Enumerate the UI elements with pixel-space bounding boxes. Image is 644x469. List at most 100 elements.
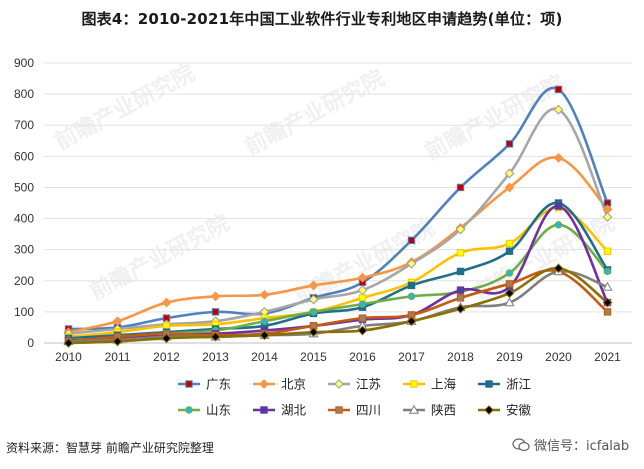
data-point-1-4 [259, 289, 270, 300]
wechat-label: 微信号：icfalab [534, 439, 630, 454]
y-tick-label: 900 [14, 56, 34, 70]
data-point-4-7 [407, 281, 416, 290]
legend-item-0: 广东 [178, 377, 231, 392]
legend-item-4: 浙江 [478, 377, 531, 392]
legend-label: 陕西 [431, 403, 456, 418]
legend-label: 湖北 [281, 403, 307, 418]
legend-marker [335, 406, 343, 414]
x-tick-labels: 2010 2011 2012 2013 2014 2015 2016 2017 2018 2019… [55, 350, 621, 364]
x-tick-label: 2015 [300, 350, 327, 364]
data-point-0-10 [554, 85, 563, 94]
y-tick-label: 400 [14, 212, 34, 226]
legend-marker [484, 405, 494, 415]
legend-item-5: 山东 [178, 403, 231, 418]
legend-label: 江苏 [356, 377, 381, 392]
data-point-9-4 [259, 330, 270, 341]
y-tick-label: 600 [14, 149, 34, 163]
x-tick-label: 2017 [398, 350, 425, 364]
series-lines [68, 86, 609, 345]
data-point-0-7 [407, 236, 416, 245]
data-point-5-10 [554, 221, 563, 229]
watermark-text: 前瞻产业研究院 [86, 210, 234, 305]
legend-label: 四川 [356, 403, 381, 418]
data-point-5-9 [505, 269, 514, 277]
series-line-8 [68, 269, 608, 343]
y-tick-label: 500 [14, 180, 34, 194]
legend-item-7: 四川 [328, 403, 381, 418]
data-point-1-10 [553, 152, 564, 163]
legend-item-8: 陕西 [403, 403, 456, 418]
data-point-8-9 [504, 297, 515, 307]
y-tick-label: 200 [14, 274, 34, 288]
data-point-7-9 [505, 280, 514, 288]
data-point-5-11 [603, 267, 612, 276]
data-point-6-10 [554, 202, 563, 210]
data-point-8-11 [602, 281, 613, 291]
x-tick-label: 2018 [447, 350, 474, 364]
y-tick-label: 700 [14, 118, 34, 132]
wechat-badge: 微信号：icfalab [512, 435, 629, 454]
legend-label: 浙江 [506, 377, 531, 392]
y-tick-label: 0 [27, 336, 34, 350]
legend-label: 广东 [206, 377, 231, 392]
data-point-2-9 [504, 168, 515, 179]
x-tick-label: 2011 [105, 350, 131, 364]
x-tick-label: 2013 [202, 350, 229, 364]
series-markers [63, 85, 613, 348]
data-point-9-2 [161, 333, 172, 344]
data-point-9-8 [455, 303, 466, 314]
data-point-0-8 [456, 183, 465, 192]
legend-item-3: 上海 [403, 377, 457, 392]
data-point-9-3 [210, 331, 221, 342]
data-point-9-5 [308, 327, 319, 338]
y-tick-label: 800 [14, 87, 34, 101]
watermark-text: 前瞻产业研究院 [51, 60, 199, 155]
x-tick-label: 2010 [55, 350, 82, 364]
x-tick-label: 2020 [545, 350, 572, 364]
legend-item-9: 安徽 [478, 403, 532, 418]
legend-marker [185, 380, 193, 388]
data-point-9-11 [602, 297, 613, 308]
data-point-9-6 [357, 325, 368, 336]
data-point-9-9 [504, 288, 515, 299]
data-point-5-5 [309, 308, 318, 316]
data-point-3-9 [505, 239, 514, 248]
data-point-0-3 [211, 308, 220, 316]
data-point-9-10 [553, 263, 564, 274]
legend-marker [485, 380, 493, 388]
data-point-5-4 [260, 317, 269, 325]
data-point-7-8 [456, 294, 465, 302]
data-point-1-5 [308, 280, 319, 291]
wechat-icon [512, 437, 530, 451]
data-point-1-9 [504, 182, 515, 193]
y-tick-label: 300 [14, 243, 34, 257]
legend-marker [185, 406, 193, 414]
watermark-text: 前瞻产业研究院 [241, 65, 389, 160]
legend-label: 上海 [431, 377, 457, 392]
chart-title: 图表4：2010-2021年中国工业软件行业专利地区申请趋势(单位：项) [81, 10, 563, 28]
data-point-3-6 [358, 294, 367, 302]
legend-marker [410, 380, 418, 388]
legend-label: 北京 [281, 377, 306, 392]
data-point-0-9 [505, 140, 514, 148]
data-point-7-6 [358, 314, 367, 322]
source-note: 资料来源：智慧芽 前瞻产业研究院整理 [6, 441, 214, 455]
y-tick-labels: 0 100 200 300 400 500 600 700 800 900 [14, 56, 34, 350]
series-line-2 [68, 107, 609, 335]
data-point-6-8 [456, 286, 465, 294]
data-point-3-8 [456, 249, 465, 257]
x-tick-label: 2021 [594, 350, 621, 364]
data-point-1-2 [161, 297, 172, 308]
data-point-3-11 [603, 247, 612, 255]
data-point-4-9 [505, 247, 514, 255]
legend-item-6: 湖北 [253, 403, 307, 418]
y-tick-label: 100 [14, 305, 34, 319]
data-point-9-7 [406, 316, 417, 327]
data-point-2-7 [406, 258, 417, 269]
data-point-2-5 [308, 294, 319, 305]
legend-marker [259, 379, 269, 389]
data-point-3-2 [162, 322, 171, 330]
